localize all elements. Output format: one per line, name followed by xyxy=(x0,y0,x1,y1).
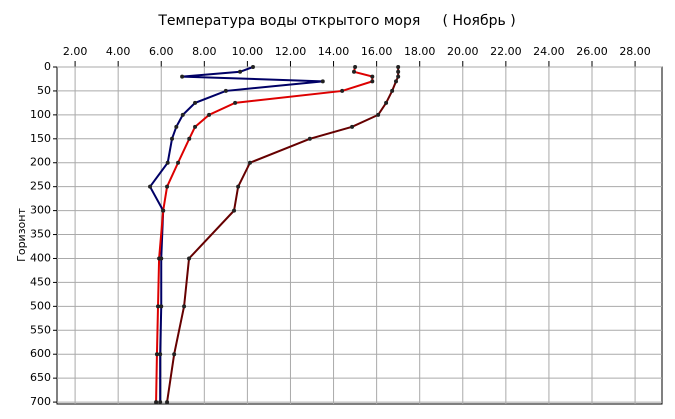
y-tick-label: 200 xyxy=(30,156,51,169)
x-tick-label: 10.00 xyxy=(232,45,264,58)
data-point xyxy=(247,160,252,165)
data-point xyxy=(161,208,166,213)
data-point xyxy=(376,112,381,117)
x-tick-label: 2.00 xyxy=(63,45,88,58)
data-point xyxy=(154,352,159,357)
y-tick-label: 700 xyxy=(30,395,51,408)
x-tick-label: 24.00 xyxy=(533,45,565,58)
data-point xyxy=(223,88,228,93)
data-point xyxy=(353,65,358,69)
y-tick-label: 450 xyxy=(30,275,51,288)
x-tick-label: 6.00 xyxy=(149,45,174,58)
plot-frame xyxy=(56,66,663,405)
series-line xyxy=(166,67,400,403)
x-tick-label: 14.00 xyxy=(318,45,350,58)
data-point xyxy=(165,160,170,165)
data-point xyxy=(158,400,163,405)
data-point xyxy=(390,88,395,93)
y-tick-label: 650 xyxy=(30,371,51,384)
y-tick-label: 150 xyxy=(30,132,51,145)
x-tick-label: 22.00 xyxy=(490,45,522,58)
data-point xyxy=(148,184,153,189)
x-tick-label: 12.00 xyxy=(275,45,307,58)
y-tick-label: 400 xyxy=(30,251,51,264)
data-point xyxy=(193,124,198,129)
data-point xyxy=(174,124,179,129)
data-point xyxy=(176,160,181,165)
x-tick-label: 26.00 xyxy=(576,45,608,58)
data-point xyxy=(156,304,161,309)
data-point xyxy=(159,304,164,309)
data-point xyxy=(187,136,192,141)
data-point xyxy=(180,112,185,117)
x-tick-label: 4.00 xyxy=(106,45,131,58)
data-point xyxy=(233,100,238,105)
y-tick-label: 500 xyxy=(30,299,51,312)
series-line xyxy=(148,66,323,403)
data-point xyxy=(182,304,187,309)
x-tick-label: 18.00 xyxy=(404,45,436,58)
y-tick-label: 300 xyxy=(30,204,51,217)
series-line xyxy=(155,66,374,403)
x-tick-label: 28.00 xyxy=(619,45,651,58)
data-point xyxy=(307,136,312,141)
y-tick-label: 600 xyxy=(30,347,51,360)
data-point xyxy=(193,100,198,105)
chart-title: Температура воды открытого моря ( Ноябрь… xyxy=(157,13,515,29)
y-axis-label: Горизонт xyxy=(15,208,28,262)
y-tick-label: 250 xyxy=(30,180,51,193)
x-tick-label: 8.00 xyxy=(192,45,217,58)
y-tick-label: 350 xyxy=(30,228,51,241)
data-point xyxy=(370,79,375,84)
data-point xyxy=(187,256,192,261)
data-point xyxy=(396,74,401,79)
data-point xyxy=(370,74,375,79)
data-point xyxy=(394,79,399,84)
data-point xyxy=(180,74,185,79)
x-tick-label: 16.00 xyxy=(361,45,393,58)
data-point xyxy=(352,69,357,74)
data-point xyxy=(350,124,355,129)
data-point xyxy=(165,400,170,405)
y-tick-label: 50 xyxy=(37,84,51,97)
data-point xyxy=(170,136,175,141)
y-tick-label: 0 xyxy=(44,60,51,73)
data-point xyxy=(396,65,401,69)
data-point xyxy=(172,352,177,357)
data-point xyxy=(320,79,325,84)
data-point xyxy=(154,400,159,405)
x-tick-label: 20.00 xyxy=(447,45,479,58)
data-point xyxy=(236,184,241,189)
data-point xyxy=(396,69,401,74)
data-point xyxy=(340,88,345,93)
data-point xyxy=(384,100,389,105)
y-tick-label: 550 xyxy=(30,323,51,336)
data-point xyxy=(158,352,163,357)
y-tick-label: 100 xyxy=(30,108,51,121)
data-point xyxy=(157,256,162,261)
data-point xyxy=(207,112,212,117)
data-point xyxy=(165,184,170,189)
data-point xyxy=(238,69,243,74)
data-point xyxy=(250,65,255,69)
data-point xyxy=(232,208,237,213)
